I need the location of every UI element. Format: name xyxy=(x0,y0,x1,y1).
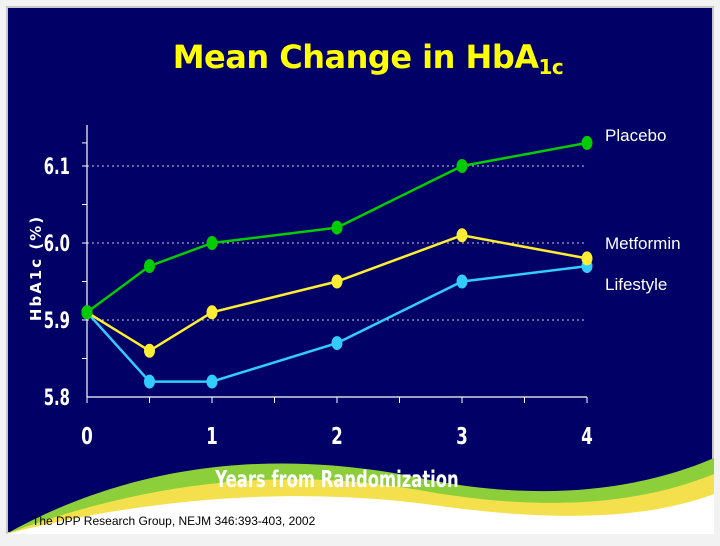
series-group xyxy=(82,136,593,389)
lifestyle-point xyxy=(457,275,468,289)
legend: Placebo Metformin Lifestyle xyxy=(605,126,681,294)
legend-metformin: Metformin xyxy=(605,234,681,253)
legend-placebo: Placebo xyxy=(605,126,666,145)
placebo-point xyxy=(82,305,93,319)
y-tick-label: 5.8 xyxy=(44,386,70,411)
metformin-point xyxy=(332,275,343,289)
placebo-point xyxy=(207,236,218,250)
placebo-point xyxy=(582,136,593,150)
metformin-point xyxy=(582,251,593,265)
x-axis-label: Years from Randomization xyxy=(214,465,458,493)
metformin-point xyxy=(207,305,218,319)
y-tick-labels: 6.1 6.0 5.9 5.8 xyxy=(44,155,70,411)
x-tick-label: 0 xyxy=(81,422,93,450)
lifestyle-point xyxy=(332,336,343,350)
x-tick-labels: 0 1 2 3 4 xyxy=(81,422,593,450)
y-tick-label: 6.0 xyxy=(44,232,70,257)
legend-lifestyle: Lifestyle xyxy=(605,275,667,294)
series-placebo xyxy=(82,136,593,319)
x-tick-label: 3 xyxy=(456,422,468,450)
placebo-point xyxy=(144,259,155,273)
x-tick-label: 4 xyxy=(581,422,593,450)
metformin-point xyxy=(457,228,468,242)
metformin-point xyxy=(144,344,155,358)
lifestyle-point xyxy=(207,375,218,389)
y-tick-label: 6.1 xyxy=(44,155,70,180)
lifestyle-point xyxy=(144,375,155,389)
citation: The DPP Research Group, NEJM 346:393-403… xyxy=(32,514,315,528)
x-tick-label: 1 xyxy=(206,422,218,450)
placebo-point xyxy=(332,221,343,235)
y-axis-label: HbA1c (%) xyxy=(27,215,45,321)
placebo-point xyxy=(457,159,468,173)
y-tick-label: 5.9 xyxy=(44,309,70,334)
x-tick-label: 2 xyxy=(331,422,343,450)
metformin-line xyxy=(87,235,587,350)
grid xyxy=(87,166,587,320)
